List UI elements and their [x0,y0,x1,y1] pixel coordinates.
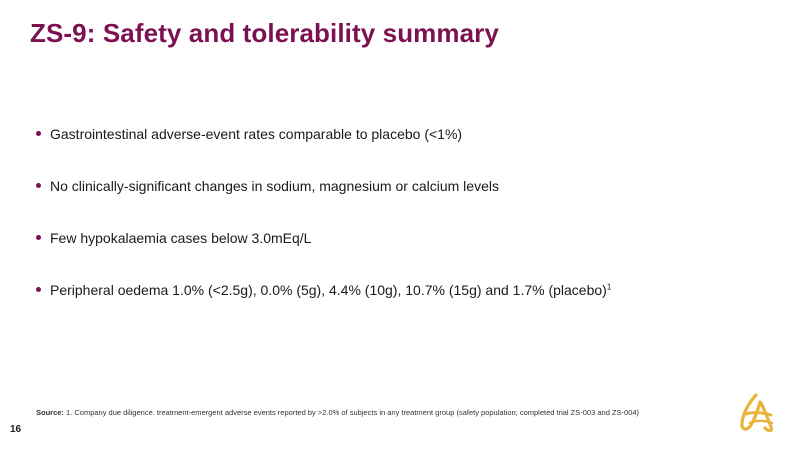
bullet-dot-icon [36,235,41,240]
bullet-dot-icon [36,287,41,292]
bullet-item: Gastrointestinal adverse-event rates com… [36,124,611,176]
bullet-dot-icon [36,183,41,188]
page-number: 16 [10,424,22,435]
bullet-item: Peripheral oedema 1.0% (<2.5g), 0.0% (5g… [36,280,611,332]
source-label: Source: [36,408,64,417]
bullet-text: Peripheral oedema 1.0% (<2.5g), 0.0% (5g… [50,282,607,298]
bullet-list: Gastrointestinal adverse-event rates com… [36,124,611,332]
bullet-dot-icon [36,131,41,136]
astrazeneca-logo-icon [734,390,780,436]
bullet-text: Gastrointestinal adverse-event rates com… [50,126,463,142]
bullet-item: No clinically-significant changes in sod… [36,176,611,228]
footnote-ref: 1 [606,282,612,292]
logo-svg [740,393,774,433]
source-text: 1. Company due diligence. treatment-emer… [63,408,640,417]
source-footnote: Source: 1. Company due diligence. treatm… [36,408,726,418]
bullet-item: Few hypokalaemia cases below 3.0mEq/L [36,228,611,280]
bullet-text: No clinically-significant changes in sod… [50,178,499,194]
slide-title: ZS-9: Safety and tolerability summary [30,18,499,48]
bullet-text: Few hypokalaemia cases below 3.0mEq/L [50,230,312,246]
